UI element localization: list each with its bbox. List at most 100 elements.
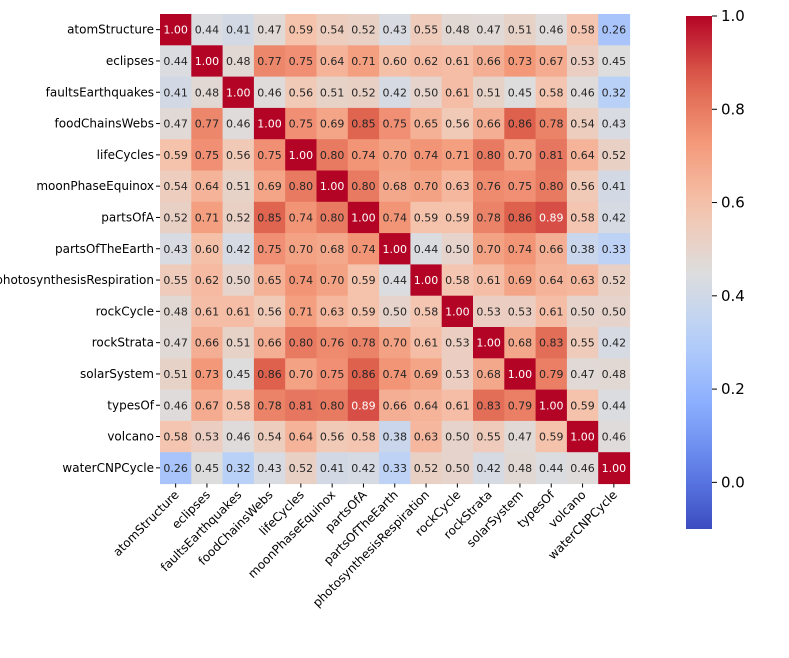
cell-value-9-11: 0.53 bbox=[508, 305, 533, 318]
heatmap-cell-0-2 bbox=[222, 14, 255, 46]
heatmap-cell-9-12 bbox=[535, 295, 568, 328]
cell-value-7-2: 0.42 bbox=[226, 243, 251, 256]
cell-value-5-1: 0.64 bbox=[195, 180, 220, 193]
cell-value-10-13: 0.55 bbox=[570, 337, 595, 350]
y-tick-label-11: solarSystem bbox=[80, 367, 154, 381]
heatmap-cell-8-13 bbox=[566, 264, 599, 297]
y-tick-label-8: photosynthesisRespiration bbox=[0, 273, 154, 287]
cell-value-1-13: 0.53 bbox=[570, 55, 595, 68]
cell-value-1-11: 0.73 bbox=[508, 55, 533, 68]
heatmap-cell-5-11 bbox=[504, 170, 537, 203]
heatmap-cell-8-1 bbox=[191, 264, 224, 297]
cell-value-5-14: 0.41 bbox=[602, 180, 627, 193]
cell-value-2-1: 0.48 bbox=[195, 86, 220, 99]
cell-value-11-7: 0.74 bbox=[383, 368, 408, 381]
cell-value-13-2: 0.46 bbox=[226, 431, 251, 444]
heatmap-cell-6-2 bbox=[222, 201, 255, 234]
heatmap-cell-5-6 bbox=[347, 170, 380, 203]
cell-value-7-11: 0.74 bbox=[508, 243, 533, 256]
cell-value-7-3: 0.75 bbox=[257, 243, 282, 256]
heatmap-cell-8-7 bbox=[379, 264, 411, 297]
cell-value-1-2: 0.48 bbox=[226, 55, 251, 68]
cell-value-5-2: 0.51 bbox=[226, 180, 251, 193]
heatmap-cell-14-13 bbox=[566, 452, 599, 485]
heatmap-cell-3-1 bbox=[191, 107, 224, 140]
heatmap-cell-14-1 bbox=[191, 452, 224, 485]
heatmap-cell-0-1 bbox=[191, 14, 224, 46]
cell-value-13-9: 0.50 bbox=[445, 431, 470, 444]
colorbar-tick-label-5: 1.0 bbox=[721, 7, 745, 25]
heatmap-cell-5-12 bbox=[535, 170, 568, 203]
cell-value-14-2: 0.32 bbox=[226, 462, 251, 475]
cell-value-4-3: 0.75 bbox=[257, 149, 282, 162]
heatmap-cell-3-5 bbox=[316, 107, 349, 140]
heatmap-cell-7-12 bbox=[535, 233, 568, 265]
heatmap-cell-5-8 bbox=[410, 170, 443, 203]
heatmap-cell-11-11 bbox=[504, 358, 537, 391]
heatmap-cell-9-1 bbox=[191, 295, 224, 328]
cell-value-10-0: 0.47 bbox=[163, 337, 188, 350]
cell-value-2-2: 1.00 bbox=[226, 86, 251, 99]
heatmap-cell-12-7 bbox=[379, 389, 411, 422]
cell-value-11-2: 0.45 bbox=[226, 368, 251, 381]
cell-value-2-4: 0.56 bbox=[289, 86, 314, 99]
heatmap-cell-5-13 bbox=[566, 170, 599, 203]
cell-value-3-5: 0.69 bbox=[320, 118, 345, 131]
y-tick-label-13: volcano bbox=[107, 430, 154, 444]
heatmap-cell-14-12 bbox=[535, 452, 568, 485]
cell-value-4-5: 0.80 bbox=[320, 149, 345, 162]
cell-value-7-8: 0.44 bbox=[414, 243, 439, 256]
heatmap-cell-6-10 bbox=[473, 201, 505, 234]
heatmap-cell-8-5 bbox=[316, 264, 349, 297]
heatmap-cell-11-7 bbox=[379, 358, 411, 391]
cell-value-1-14: 0.45 bbox=[602, 55, 627, 68]
cell-value-14-6: 0.42 bbox=[351, 462, 376, 475]
heatmap-cells bbox=[160, 14, 631, 485]
heatmap-cell-10-6 bbox=[347, 327, 380, 359]
y-tick-label-7: partsOfTheEarth bbox=[55, 242, 154, 256]
cell-value-8-9: 0.58 bbox=[445, 274, 470, 287]
cell-value-8-3: 0.65 bbox=[257, 274, 282, 287]
heatmap-cell-14-0 bbox=[160, 452, 192, 485]
heatmap-cell-4-5 bbox=[316, 139, 349, 172]
heatmap-cell-10-10 bbox=[473, 327, 505, 359]
cell-value-10-14: 0.42 bbox=[602, 337, 627, 350]
heatmap-cell-2-7 bbox=[379, 76, 411, 109]
cell-value-1-0: 0.44 bbox=[163, 55, 188, 68]
heatmap-cell-4-13 bbox=[566, 139, 599, 172]
heatmap-cell-6-3 bbox=[253, 201, 286, 234]
y-tick-label-5: moonPhaseEquinox bbox=[36, 179, 154, 193]
cell-value-8-14: 0.52 bbox=[602, 274, 627, 287]
heatmap-cell-2-14 bbox=[598, 76, 631, 109]
cell-value-12-13: 0.59 bbox=[570, 399, 595, 412]
cell-value-4-9: 0.71 bbox=[445, 149, 470, 162]
cell-value-7-0: 0.43 bbox=[163, 243, 188, 256]
cell-value-1-5: 0.64 bbox=[320, 55, 345, 68]
cell-value-0-4: 0.59 bbox=[289, 24, 314, 37]
cell-value-7-5: 0.68 bbox=[320, 243, 345, 256]
heatmap-cell-3-9 bbox=[441, 107, 474, 140]
heatmap-cell-9-14 bbox=[598, 295, 631, 328]
cell-value-8-10: 0.61 bbox=[476, 274, 501, 287]
colorbar-tick-label-0: 0.0 bbox=[721, 473, 745, 491]
cell-value-5-12: 0.80 bbox=[539, 180, 564, 193]
cell-value-4-13: 0.64 bbox=[570, 149, 595, 162]
heatmap-cell-9-11 bbox=[504, 295, 537, 328]
heatmap-cell-12-2 bbox=[222, 389, 255, 422]
heatmap-cell-10-1 bbox=[191, 327, 224, 359]
cell-value-8-13: 0.63 bbox=[570, 274, 595, 287]
cell-value-6-5: 0.80 bbox=[320, 211, 345, 224]
colorbar-tick-label-3: 0.6 bbox=[721, 194, 745, 212]
heatmap-cell-0-9 bbox=[441, 14, 474, 46]
heatmap-cell-13-7 bbox=[379, 420, 411, 453]
cell-value-2-0: 0.41 bbox=[163, 86, 188, 99]
cell-value-0-3: 0.47 bbox=[257, 24, 282, 37]
heatmap-cell-8-14 bbox=[598, 264, 631, 297]
heatmap-cell-12-10 bbox=[473, 389, 505, 422]
heatmap-cell-5-3 bbox=[253, 170, 286, 203]
cell-value-3-10: 0.66 bbox=[476, 118, 501, 131]
heatmap-cell-8-3 bbox=[253, 264, 286, 297]
heatmap-cell-5-14 bbox=[598, 170, 631, 203]
cell-value-2-11: 0.45 bbox=[508, 86, 533, 99]
cell-value-8-7: 0.44 bbox=[383, 274, 408, 287]
